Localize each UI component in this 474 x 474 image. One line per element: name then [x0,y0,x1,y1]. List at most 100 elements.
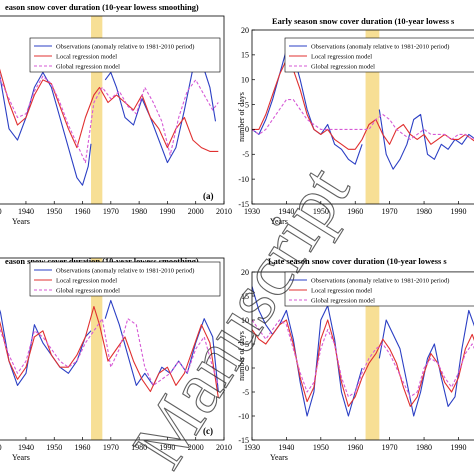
panel-d-chart: 1930 1940 1950 1960 1970 1980 1990 -15 -10 -5 0 5 10… [237,257,474,462]
x-tick-label: 1960 [75,443,91,452]
x-tick-label: 2010 [216,207,232,216]
x-axis-label: Years [270,453,288,462]
legend: Observations (anomaly relative to 1981-2… [284,271,474,307]
x-tick-label: 1980 [131,207,147,216]
y-tick-label: -10 [238,175,249,184]
legend-box [284,37,474,73]
y-tick-label: -5 [242,388,249,397]
x-tick-label: 1960 [347,443,363,452]
x-tick-label: 1990 [159,207,175,216]
series-line-global-3 [252,99,474,140]
y-tick-label: 0 [245,125,249,134]
y-tick-label: 5 [245,340,249,349]
panel-c-chart: 30 1940 1950 1960 1970 1980 1990 2000 2010 eason … [0,257,232,462]
legend-label-local: Local regression model [56,53,117,60]
y-tick-label: -15 [238,200,249,209]
legend: Observations (anomaly relative to 1981-2… [29,37,221,73]
shaded-period-band [91,16,103,204]
legend-label-local: Local regression model [56,277,117,284]
x-tick-label: 1960 [347,207,363,216]
panel-label: (a) [203,191,214,201]
x-tick-label: 2000 [188,207,204,216]
legend-label-global: Global regression model [56,63,120,70]
axes-frame [0,15,225,205]
series-line-observations-1 [104,299,219,392]
x-tick-label: 1970 [382,443,398,452]
y-axis-label: number of days [237,331,246,381]
y-tick-label: 15 [241,51,249,60]
x-tick-label: 1990 [450,207,466,216]
shaded-period-band [365,272,380,440]
legend-label-global: Global regression model [311,63,375,70]
x-tick-label: 1970 [382,207,398,216]
x-tick-label: 1980 [416,443,432,452]
axes-frame [0,257,225,441]
series-line-observations-1 [378,109,474,170]
series-line-global-3 [252,319,474,398]
x-tick-label: 1950 [313,443,329,452]
x-tick-label: 1950 [46,443,62,452]
y-tick-label: -10 [238,412,249,421]
series-line-local-2 [0,68,219,152]
legend-box [284,271,474,307]
x-tick-label: 1960 [75,207,91,216]
chart-title: Early season snow cover duration (10-yea… [272,17,455,26]
x-tick-label: 1970 [103,443,119,452]
y-tick-label: 5 [245,100,249,109]
legend: Observations (anomaly relative to 1981-2… [284,37,474,73]
x-tick-label: 1950 [46,207,62,216]
legend-label-observations: Observations (anomaly relative to 1981-2… [311,43,449,50]
x-tick-label: 30 [0,207,2,216]
x-tick-label: 1930 [244,443,260,452]
x-tick-label: 2010 [216,443,232,452]
legend-label-observations: Observations (anomaly relative to 1981-2… [56,43,194,50]
x-tick-label: 1970 [103,207,119,216]
series-line-observations-0 [252,49,363,165]
x-tick-label: 1940 [278,443,294,452]
series-line-observations-1 [378,309,474,417]
legend-label-global: Global regression model [56,287,120,294]
chart-title: eason snow cover duration (10-year lowes… [5,3,199,12]
x-tick-label: 1990 [159,443,175,452]
series-line-global-3 [0,74,219,164]
series-line-observations-1 [104,60,217,164]
y-tick-label: -15 [238,436,249,445]
x-tick-label: 1990 [450,443,466,452]
series-line-local-2 [252,59,474,150]
y-axis-label: number of days [237,92,246,142]
x-tick-label: 1980 [131,443,147,452]
panel-b-chart: 1930 1940 1950 1960 1970 1980 1990 -15 -10 -5 0 5 10… [237,17,474,226]
shaded-period-band [365,30,380,204]
shaded-period-band [91,258,103,440]
x-tick-label: 1930 [244,207,260,216]
legend-label-local: Local regression model [311,287,372,294]
x-tick-label: 1940 [278,207,294,216]
series-line-local-2 [252,319,474,407]
y-tick-label: -5 [242,150,249,159]
panel-a-chart: 30 1940 1950 1960 1970 1980 1990 2000 2010 eason … [0,3,232,226]
legend-label-local: Local regression model [311,53,372,60]
y-tick-label: 15 [241,292,249,301]
y-tick-label: 20 [241,268,249,277]
y-tick-label: 20 [241,26,249,35]
panel-label: (c) [203,426,213,436]
x-tick-label: 1940 [18,207,34,216]
legend-label-global: Global regression model [311,297,375,304]
legend-box [29,37,221,73]
axes-frame [251,29,474,205]
y-tick-label: 0 [245,364,249,373]
x-tick-label: 1940 [18,443,34,452]
x-tick-label: 1980 [416,207,432,216]
y-tick-label: 10 [241,76,249,85]
x-tick-label: 30 [0,443,2,452]
legend: Observations (anomaly relative to 1981-2… [29,261,221,297]
series-line-observations-0 [0,71,92,186]
x-axis-label: Years [12,453,30,462]
chart-title: Late season snow cover duration (10-year… [268,257,447,266]
x-tick-label: 2000 [188,443,204,452]
y-tick-label: 10 [241,316,249,325]
x-axis-label: Years [12,217,30,226]
chart-title: eason snow cover duration (10-year lowes… [5,257,199,266]
x-axis-label: Years [270,217,288,226]
